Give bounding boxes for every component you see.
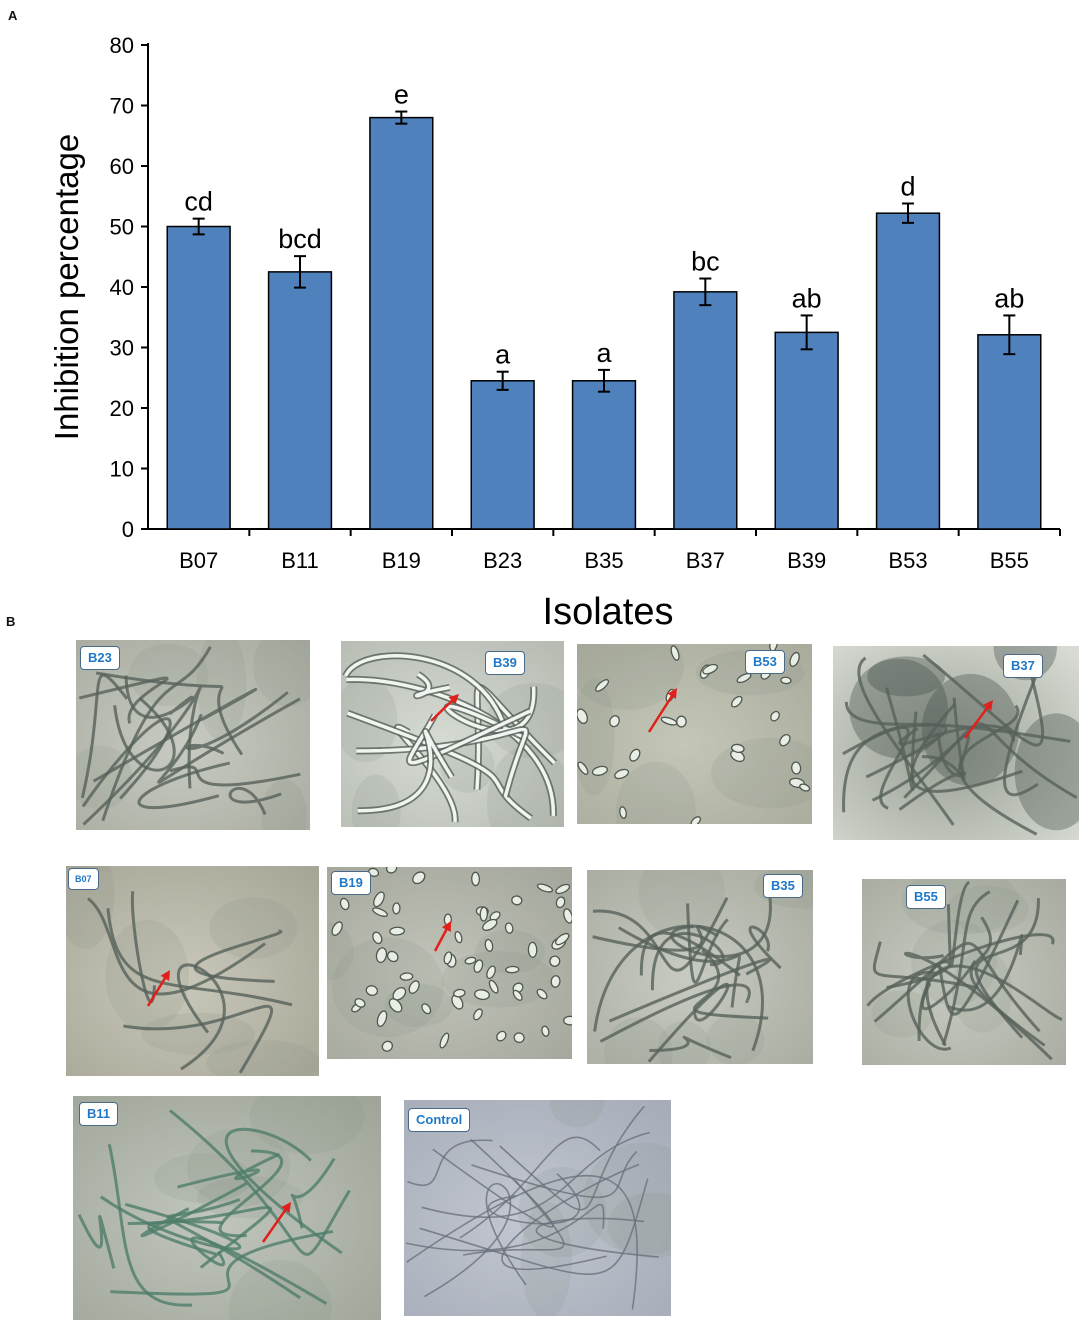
bar <box>977 334 1042 530</box>
red-arrow <box>430 698 455 722</box>
micrograph-b55: B55 <box>862 879 1066 1065</box>
red-arrow-head <box>281 1202 291 1213</box>
x-axis-title: Isolates <box>543 591 674 633</box>
red-arrow-head <box>448 694 459 705</box>
micrograph-label: B39 <box>485 651 525 675</box>
y-tick-label: 70 <box>110 94 134 119</box>
significance-letter: a <box>495 340 511 370</box>
micrograph-label: B37 <box>1003 654 1043 678</box>
red-arrow <box>261 1207 288 1243</box>
x-tick-label: B07 <box>179 548 218 573</box>
bar <box>470 380 535 530</box>
significance-letter: ab <box>994 283 1024 313</box>
x-tick-label: B35 <box>584 548 623 573</box>
panel-a-letter: A <box>8 8 18 23</box>
significance-letter: ab <box>792 283 822 313</box>
micrograph-label: B23 <box>80 646 120 670</box>
micrograph-label: B11 <box>79 1102 119 1126</box>
micrograph-b35: B35 <box>587 870 813 1064</box>
micrograph-b23: B23 <box>76 640 310 830</box>
x-tick-label: B53 <box>888 548 927 573</box>
red-arrow <box>433 927 449 952</box>
micrograph-b19: B19 <box>327 867 572 1059</box>
red-arrow <box>963 705 990 739</box>
significance-letter: bc <box>691 247 720 277</box>
micrograph-image <box>327 867 572 1059</box>
micrograph-image <box>404 1100 671 1316</box>
y-tick-label: 20 <box>110 396 134 421</box>
y-tick-label: 30 <box>110 336 134 361</box>
micrograph-image <box>587 870 813 1064</box>
red-arrow-head <box>441 921 451 932</box>
significance-letter: bcd <box>278 224 322 254</box>
y-tick-label: 10 <box>110 457 134 482</box>
significance-letter: d <box>900 172 915 202</box>
micrograph-b07: B07 <box>66 866 319 1076</box>
bar <box>774 331 839 530</box>
bar <box>166 225 231 530</box>
x-tick-label: B37 <box>686 548 725 573</box>
red-arrow-head <box>667 688 677 699</box>
y-tick-label: 0 <box>122 517 134 542</box>
red-arrow-head <box>983 700 993 711</box>
significance-letter: a <box>596 338 612 368</box>
x-tick-label: B19 <box>382 548 421 573</box>
x-tick-label: B23 <box>483 548 522 573</box>
micrograph-image <box>862 879 1066 1065</box>
micrograph-label: B55 <box>906 885 946 909</box>
y-tick-label: 60 <box>110 154 134 179</box>
red-arrow <box>647 694 674 733</box>
micrograph-image <box>76 640 310 830</box>
bar <box>673 291 738 530</box>
x-tick-label: B39 <box>787 548 826 573</box>
micrograph-b11: B11 <box>73 1096 381 1320</box>
red-arrow-head <box>160 970 170 981</box>
bar <box>875 212 941 530</box>
bar <box>267 271 333 530</box>
micrograph-label: B53 <box>745 650 785 674</box>
red-arrow <box>146 976 167 1007</box>
significance-letter: e <box>394 80 409 110</box>
micrograph-image <box>66 866 319 1076</box>
micrograph-b53: B53 <box>577 644 812 824</box>
y-tick-label: 80 <box>110 33 134 58</box>
y-tick-label: 40 <box>110 275 134 300</box>
micrograph-label: B19 <box>331 871 371 895</box>
bar-chart: 01020304050607080B07cdB11bcdB19eB23aB35a… <box>48 33 1061 633</box>
x-tick-label: B55 <box>990 548 1029 573</box>
micrograph-b37: B37 <box>833 646 1079 840</box>
micrograph-image <box>833 646 1079 840</box>
micrograph-image <box>73 1096 381 1320</box>
bar <box>369 116 434 530</box>
micrograph-image <box>341 641 564 827</box>
micrograph-image <box>577 644 812 824</box>
significance-letter: cd <box>184 187 213 217</box>
micrograph-label: Control <box>408 1108 471 1132</box>
x-tick-label: B11 <box>281 548 319 573</box>
y-axis-title: Inhibition percentage <box>48 134 85 440</box>
panel-b-letter: B <box>6 614 16 629</box>
y-tick-label: 50 <box>110 215 134 240</box>
micrograph-b39: B39 <box>341 641 564 827</box>
micrograph-label: B07 <box>68 868 99 890</box>
micrograph-label: B35 <box>763 874 803 898</box>
micrograph-control: Control <box>404 1100 671 1316</box>
bar <box>571 380 637 530</box>
